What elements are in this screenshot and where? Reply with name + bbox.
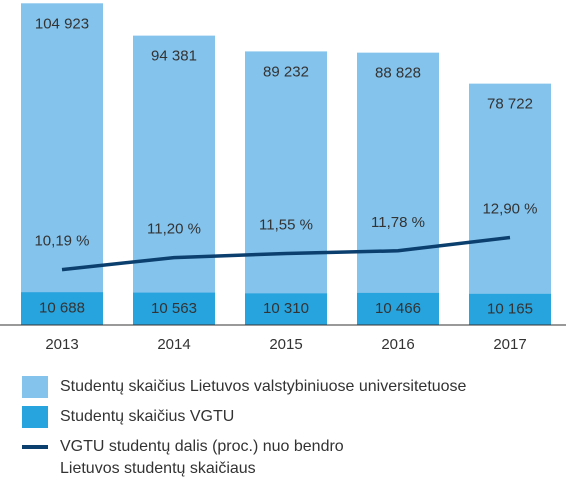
bar	[133, 292, 215, 325]
bar	[21, 292, 103, 325]
value-label: 10 310	[263, 300, 309, 317]
value-label: 10 466	[375, 300, 421, 317]
legend-key	[22, 376, 48, 398]
legend-item: Studentų skaičius VGTU	[22, 406, 562, 428]
bar	[357, 52, 439, 326]
value-label: 11,78 %	[371, 214, 425, 231]
value-label: 10 165	[487, 300, 533, 317]
bar	[469, 293, 551, 325]
bar	[21, 3, 103, 325]
legend-key	[22, 445, 48, 449]
value-label: 94 381	[151, 48, 197, 65]
x-tick-label: 2013	[45, 336, 78, 353]
value-label: 104 923	[35, 15, 89, 32]
x-tick-label: 2017	[493, 336, 526, 353]
bar	[357, 292, 439, 325]
legend-item: VGTU studentų dalis (proc.) nuo bendro L…	[22, 436, 562, 480]
value-label: 10 563	[151, 300, 197, 317]
bar	[469, 83, 551, 325]
line	[61, 235, 511, 272]
legend: Studentų skaičius Lietuvos valstybiniuos…	[22, 376, 562, 488]
legend-item: Studentų skaičius Lietuvos valstybiniuos…	[22, 376, 562, 398]
value-label: 89 232	[263, 63, 309, 80]
value-label: 78 722	[487, 96, 533, 113]
value-label: 10 688	[39, 300, 85, 317]
value-label: 11,20 %	[147, 221, 201, 238]
chart: 104 923 94 381 89 232 88 828 78 722 10 688 10 …	[0, 3, 566, 353]
value-label: 10,19 %	[34, 233, 89, 250]
value-label: 12,90 %	[482, 201, 537, 218]
legend-label: Studentų skaičius Lietuvos valstybiniuos…	[60, 378, 467, 395]
bar	[245, 293, 327, 325]
x-tick-label: 2014	[157, 336, 190, 353]
value-label: 88 828	[375, 65, 421, 82]
bar	[245, 51, 327, 326]
bar	[133, 35, 215, 325]
legend-label: VGTU studentų dalis (proc.) nuo bendro L…	[60, 438, 344, 477]
x-tick-label: 2016	[381, 336, 414, 353]
legend-key	[22, 406, 48, 428]
value-label: 11,55 %	[259, 216, 313, 233]
x-tick-label: 2015	[269, 336, 302, 353]
legend-label: Studentų skaičius VGTU	[60, 408, 235, 425]
